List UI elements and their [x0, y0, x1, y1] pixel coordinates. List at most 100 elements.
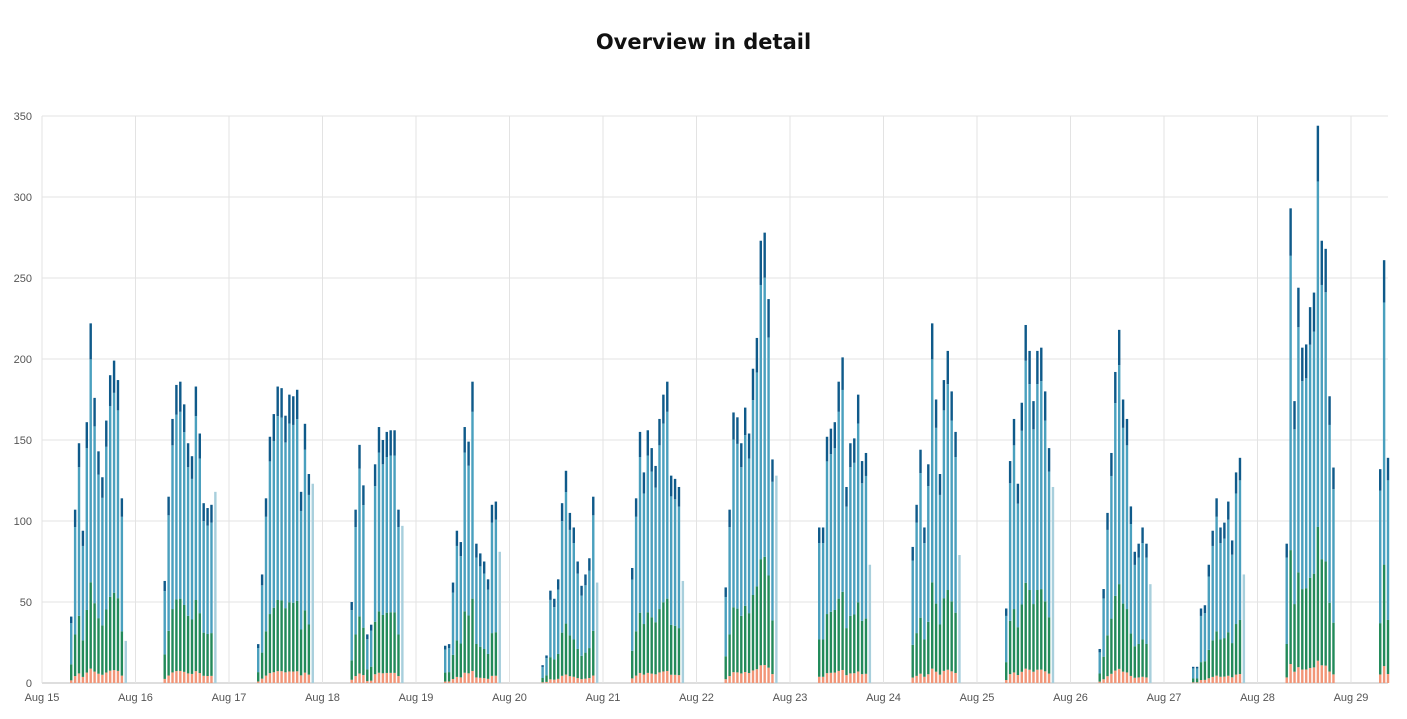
- bar-segment: [292, 424, 295, 603]
- bar-segment: [210, 675, 213, 683]
- bar-segment: [369, 624, 373, 631]
- bar-segment: [101, 625, 104, 675]
- bar-segment: [186, 615, 190, 674]
- bar-segment: [662, 394, 665, 424]
- bar-segment: [1028, 669, 1031, 683]
- bar-segment: [1316, 526, 1320, 661]
- bar-segment: [572, 639, 575, 677]
- bar-segment: [1297, 327, 1300, 573]
- bar-segment: [73, 676, 77, 683]
- bar-segment: [1005, 662, 1008, 681]
- bar-segment: [919, 449, 922, 474]
- bar-segment: [89, 359, 92, 583]
- bar-segment: [1324, 561, 1327, 666]
- bar-segment: [1312, 331, 1316, 574]
- bar-segment: [93, 397, 96, 427]
- bar-segment: [202, 675, 205, 683]
- bar-segment: [654, 465, 657, 488]
- bar-segment: [389, 430, 392, 456]
- bar-segment: [1098, 673, 1101, 682]
- bar-segment: [1117, 584, 1121, 669]
- bar-segment: [1238, 457, 1242, 481]
- bar-segment: [833, 448, 837, 610]
- bar-segment: [911, 546, 914, 561]
- bar-segment: [369, 680, 373, 683]
- bar-segment: [634, 675, 638, 683]
- bar-segment: [1102, 589, 1105, 599]
- y-tick-label: 250: [14, 273, 32, 285]
- bar-segment: [572, 527, 575, 544]
- bar-segment: [845, 628, 848, 676]
- bar-segment: [747, 673, 751, 683]
- bar-segment: [1386, 480, 1390, 620]
- bar-segment: [1223, 522, 1226, 539]
- bar-segment: [767, 337, 770, 576]
- bar-segment: [494, 675, 498, 683]
- bar-segment: [1043, 601, 1047, 672]
- bar-segment: [479, 646, 482, 678]
- bar-segment: [206, 525, 209, 635]
- bar-segment: [1016, 503, 1020, 628]
- bar-segment: [1145, 557, 1148, 644]
- bar-segment: [545, 655, 548, 659]
- bar-segment: [845, 506, 848, 629]
- bar-segment: [381, 614, 385, 674]
- bar-segment: [1379, 469, 1382, 491]
- bar-segment: [740, 673, 743, 683]
- bar-segment: [73, 526, 77, 635]
- bar-segment: [1227, 519, 1230, 633]
- bar-segment: [1137, 643, 1140, 678]
- bar-segment: [494, 501, 498, 520]
- bar-segment: [366, 681, 369, 683]
- bar-segment: [724, 679, 727, 683]
- bar-segment: [1117, 365, 1121, 585]
- bar-segment: [475, 543, 478, 558]
- bar-segment: [280, 417, 283, 601]
- bar-segment: [740, 467, 743, 616]
- bar-segment: [1289, 664, 1292, 683]
- bar-segment: [650, 617, 653, 674]
- bar-segment: [1195, 678, 1199, 683]
- bar-segment: [1227, 675, 1230, 683]
- bar-segment: [81, 676, 85, 683]
- bar-segment: [740, 443, 743, 468]
- bar-segment: [650, 673, 653, 683]
- bar-segment: [728, 634, 731, 677]
- bar-segment: [1386, 673, 1390, 683]
- bar-segment: [755, 669, 759, 683]
- bar-segment: [182, 432, 186, 605]
- bar-segment: [736, 608, 739, 673]
- bar-segment: [646, 455, 650, 613]
- bar-segment: [771, 674, 774, 683]
- bar-segment: [821, 543, 825, 640]
- bar-segment: [1005, 680, 1008, 683]
- bar-segment: [70, 680, 73, 683]
- bar-segment: [186, 673, 190, 683]
- bar-segment: [1328, 602, 1331, 672]
- bar-segment: [299, 629, 303, 676]
- bar-segment: [1227, 501, 1230, 520]
- bar-segment: [1293, 429, 1296, 605]
- bar-segment: [650, 471, 653, 618]
- bar-segment: [825, 436, 829, 462]
- bar-segment: [860, 620, 864, 675]
- bar-segment: [307, 494, 311, 625]
- bar-segment: [1320, 240, 1323, 285]
- bar-segment: [564, 674, 568, 683]
- bar-segment: [1145, 677, 1148, 683]
- bar-segment: [459, 643, 463, 678]
- bar-segment: [482, 561, 486, 574]
- bar-segment: [833, 609, 837, 673]
- bar-segment: [1215, 675, 1218, 683]
- bar-segment: [257, 644, 260, 649]
- bar-segment: [120, 516, 124, 632]
- bar-segment: [950, 420, 953, 602]
- bar-segment: [97, 474, 100, 619]
- bar-segment: [1285, 643, 1288, 678]
- bar-segment: [666, 381, 669, 412]
- bar-segment: [284, 415, 287, 443]
- bar-segment: [631, 650, 634, 679]
- bar-segment: [1219, 676, 1222, 683]
- bar-segment: [1324, 248, 1327, 293]
- bar-segment: [1129, 633, 1133, 676]
